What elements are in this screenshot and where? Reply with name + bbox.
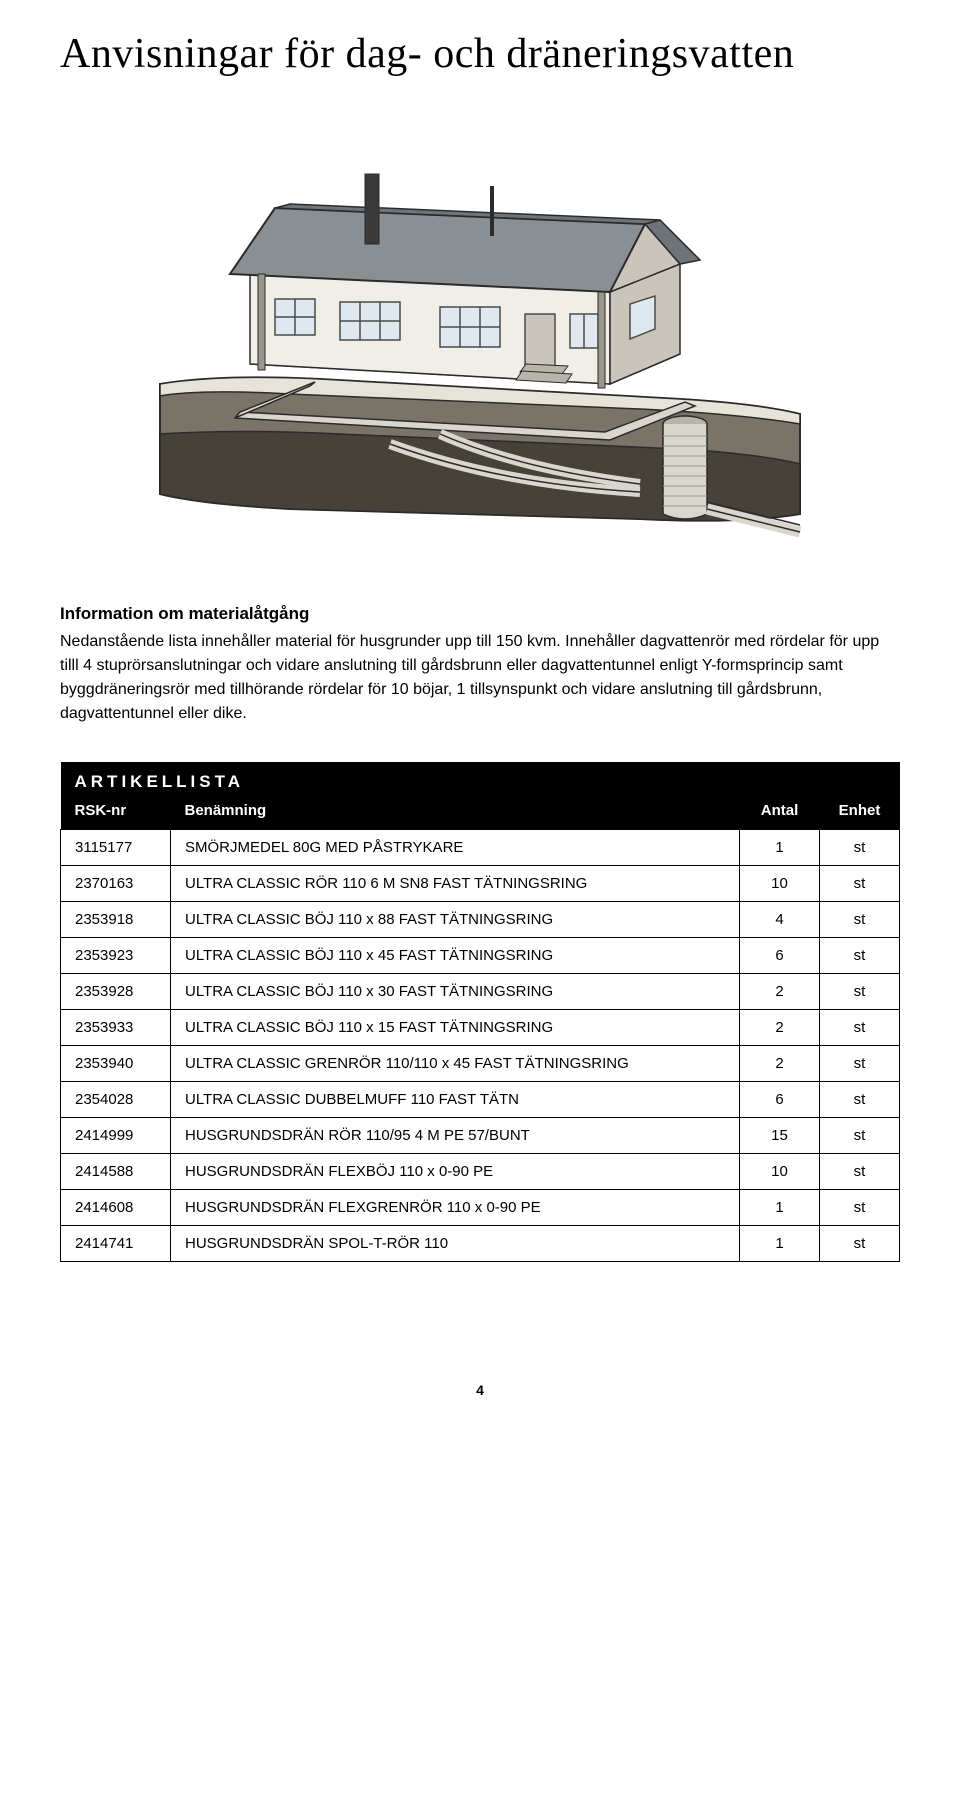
table-cell: 2414588 — [61, 1154, 171, 1190]
table-cell: 2 — [740, 1010, 820, 1046]
col-header-name: Benämning — [171, 796, 740, 830]
table-cell: SMÖRJMEDEL 80G MED PÅSTRYKARE — [171, 830, 740, 866]
article-table-container: ARTIKELLISTA RSK-nr Benämning Antal Enhe… — [60, 762, 900, 1262]
table-cell: 4 — [740, 902, 820, 938]
page-title: Anvisningar för dag- och dräneringsvatte… — [60, 30, 900, 78]
table-cell: 2 — [740, 1046, 820, 1082]
table-cell: st — [820, 1046, 900, 1082]
house-drainage-illustration — [140, 114, 820, 554]
table-row: 2353933ULTRA CLASSIC BÖJ 110 x 15 FAST T… — [61, 1010, 900, 1046]
table-cell: 1 — [740, 830, 820, 866]
table-cell: 2353940 — [61, 1046, 171, 1082]
table-cell: 2 — [740, 974, 820, 1010]
table-row: 2354028ULTRA CLASSIC DUBBELMUFF 110 FAST… — [61, 1082, 900, 1118]
table-cell: 2353923 — [61, 938, 171, 974]
table-row: 2353918ULTRA CLASSIC BÖJ 110 x 88 FAST T… — [61, 902, 900, 938]
table-caption: ARTIKELLISTA — [61, 762, 900, 796]
table-cell: 6 — [740, 938, 820, 974]
table-cell: 15 — [740, 1118, 820, 1154]
article-table: ARTIKELLISTA RSK-nr Benämning Antal Enhe… — [60, 762, 900, 1262]
table-cell: 3115177 — [61, 830, 171, 866]
table-cell: st — [820, 830, 900, 866]
table-cell: 2414608 — [61, 1190, 171, 1226]
table-cell: 2414999 — [61, 1118, 171, 1154]
table-cell: st — [820, 902, 900, 938]
table-cell: 2353928 — [61, 974, 171, 1010]
table-cell: HUSGRUNDSDRÄN RÖR 110/95 4 M PE 57/BUNT — [171, 1118, 740, 1154]
table-cell: HUSGRUNDSDRÄN FLEXGRENRÖR 110 x 0-90 PE — [171, 1190, 740, 1226]
table-cell: 2370163 — [61, 866, 171, 902]
table-cell: st — [820, 1190, 900, 1226]
col-header-antal: Antal — [740, 796, 820, 830]
table-cell: ULTRA CLASSIC GRENRÖR 110/110 x 45 FAST … — [171, 1046, 740, 1082]
table-row: 2414608HUSGRUNDSDRÄN FLEXGRENRÖR 110 x 0… — [61, 1190, 900, 1226]
table-cell: 1 — [740, 1190, 820, 1226]
table-row: 2353923ULTRA CLASSIC BÖJ 110 x 45 FAST T… — [61, 938, 900, 974]
table-row: 2353928ULTRA CLASSIC BÖJ 110 x 30 FAST T… — [61, 974, 900, 1010]
page-number: 4 — [60, 1382, 900, 1398]
table-cell: st — [820, 1154, 900, 1190]
table-cell: 6 — [740, 1082, 820, 1118]
col-header-rsk: RSK-nr — [61, 796, 171, 830]
table-row: 2353940ULTRA CLASSIC GRENRÖR 110/110 x 4… — [61, 1046, 900, 1082]
table-cell: 2354028 — [61, 1082, 171, 1118]
table-cell: st — [820, 1226, 900, 1262]
table-cell: st — [820, 974, 900, 1010]
table-cell: 2353933 — [61, 1010, 171, 1046]
table-cell: 10 — [740, 866, 820, 902]
table-cell: ULTRA CLASSIC BÖJ 110 x 15 FAST TÄTNINGS… — [171, 1010, 740, 1046]
table-cell: HUSGRUNDSDRÄN SPOL-T-RÖR 110 — [171, 1226, 740, 1262]
table-cell: 2414741 — [61, 1226, 171, 1262]
table-cell: ULTRA CLASSIC BÖJ 110 x 30 FAST TÄTNINGS… — [171, 974, 740, 1010]
table-row: 2370163ULTRA CLASSIC RÖR 110 6 M SN8 FAS… — [61, 866, 900, 902]
table-cell: st — [820, 938, 900, 974]
table-cell: HUSGRUNDSDRÄN FLEXBÖJ 110 x 0-90 PE — [171, 1154, 740, 1190]
table-cell: st — [820, 1010, 900, 1046]
table-cell: ULTRA CLASSIC BÖJ 110 x 45 FAST TÄTNINGS… — [171, 938, 740, 974]
table-cell: ULTRA CLASSIC BÖJ 110 x 88 FAST TÄTNINGS… — [171, 902, 740, 938]
col-header-enhet: Enhet — [820, 796, 900, 830]
table-cell: ULTRA CLASSIC RÖR 110 6 M SN8 FAST TÄTNI… — [171, 866, 740, 902]
table-cell: st — [820, 866, 900, 902]
table-row: 2414741HUSGRUNDSDRÄN SPOL-T-RÖR 1101st — [61, 1226, 900, 1262]
table-cell: ULTRA CLASSIC DUBBELMUFF 110 FAST TÄTN — [171, 1082, 740, 1118]
intro-paragraph: Nedanstående lista innehåller material f… — [60, 630, 880, 726]
table-cell: st — [820, 1082, 900, 1118]
table-body: 3115177SMÖRJMEDEL 80G MED PÅSTRYKARE1st2… — [61, 830, 900, 1262]
table-row: 2414588HUSGRUNDSDRÄN FLEXBÖJ 110 x 0-90 … — [61, 1154, 900, 1190]
table-cell: 2353918 — [61, 902, 171, 938]
table-cell: 10 — [740, 1154, 820, 1190]
table-row: 2414999HUSGRUNDSDRÄN RÖR 110/95 4 M PE 5… — [61, 1118, 900, 1154]
table-cell: 1 — [740, 1226, 820, 1262]
section-heading: Information om materialåtgång — [60, 604, 900, 624]
table-cell: st — [820, 1118, 900, 1154]
table-row: 3115177SMÖRJMEDEL 80G MED PÅSTRYKARE1st — [61, 830, 900, 866]
